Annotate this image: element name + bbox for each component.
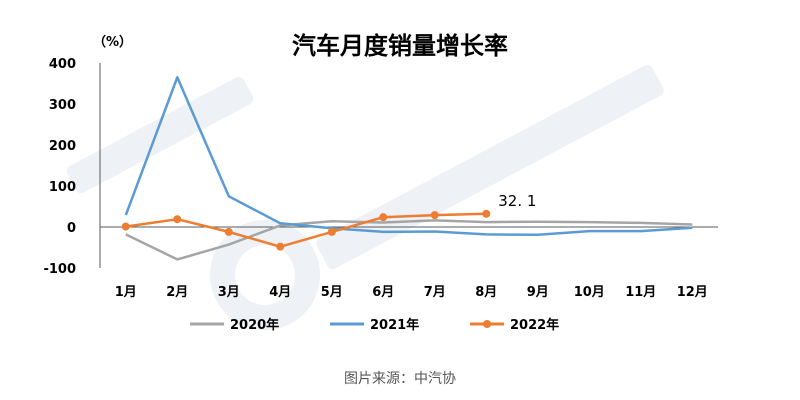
y-unit-label: （%） (93, 34, 132, 50)
data-point (379, 213, 388, 222)
line-chart: 汽车月度销量增长率 （%） -100 0 100 200 300 400 1月 2月 3月 4月… (43, 32, 718, 333)
x-tick-label: 10月 (574, 285, 605, 300)
legend-label: 2022年 (510, 317, 559, 333)
x-tick-label: 11月 (625, 285, 656, 300)
series-line-2020年 (125, 219, 693, 261)
x-tick-label: 1月 (115, 285, 137, 300)
y-tick-labels: -100 0 100 200 300 400 (43, 57, 76, 277)
data-point (276, 242, 285, 251)
series-line-2022年 (125, 212, 487, 248)
watermark (66, 64, 664, 330)
x-tick-label: 6月 (372, 285, 394, 300)
data-label: 32. 1 (498, 192, 536, 210)
series-layer (121, 76, 693, 261)
legend-label: 2021年 (370, 317, 419, 333)
y-tick-label: 300 (49, 98, 76, 113)
legend: 2020年 2021年 2022年 (190, 317, 559, 333)
legend-marker (483, 320, 491, 328)
data-point (224, 227, 233, 236)
y-tick-label: 0 (67, 221, 76, 236)
data-point (327, 227, 336, 236)
x-tick-label: 4月 (269, 285, 291, 300)
x-tick-label: 3月 (218, 285, 240, 300)
x-tick-label: 5月 (321, 285, 343, 300)
y-tick-label: 100 (49, 180, 76, 195)
data-point (430, 211, 439, 220)
x-tick-label: 12月 (677, 285, 708, 300)
x-tick-label: 2月 (166, 285, 188, 300)
data-point (173, 215, 182, 224)
y-tick-label: -100 (43, 262, 76, 277)
y-tick-label: 200 (49, 139, 76, 154)
x-tick-label: 9月 (527, 285, 549, 300)
data-point (121, 222, 130, 231)
series-line-2021年 (124, 76, 693, 237)
data-point (482, 209, 491, 218)
legend-label: 2020年 (230, 317, 279, 333)
x-tick-label: 8月 (475, 285, 497, 300)
x-tick-label: 7月 (424, 285, 446, 300)
image-source-caption: 图片来源：中汽协 (344, 371, 456, 387)
annotation-layer: 32. 1 (498, 192, 536, 210)
chart-title: 汽车月度销量增长率 (292, 32, 508, 60)
x-tick-labels: 1月 2月 3月 4月 5月 6月 7月 8月 9月 10月 11月 12月 (115, 285, 708, 300)
y-tick-label: 400 (49, 57, 76, 72)
